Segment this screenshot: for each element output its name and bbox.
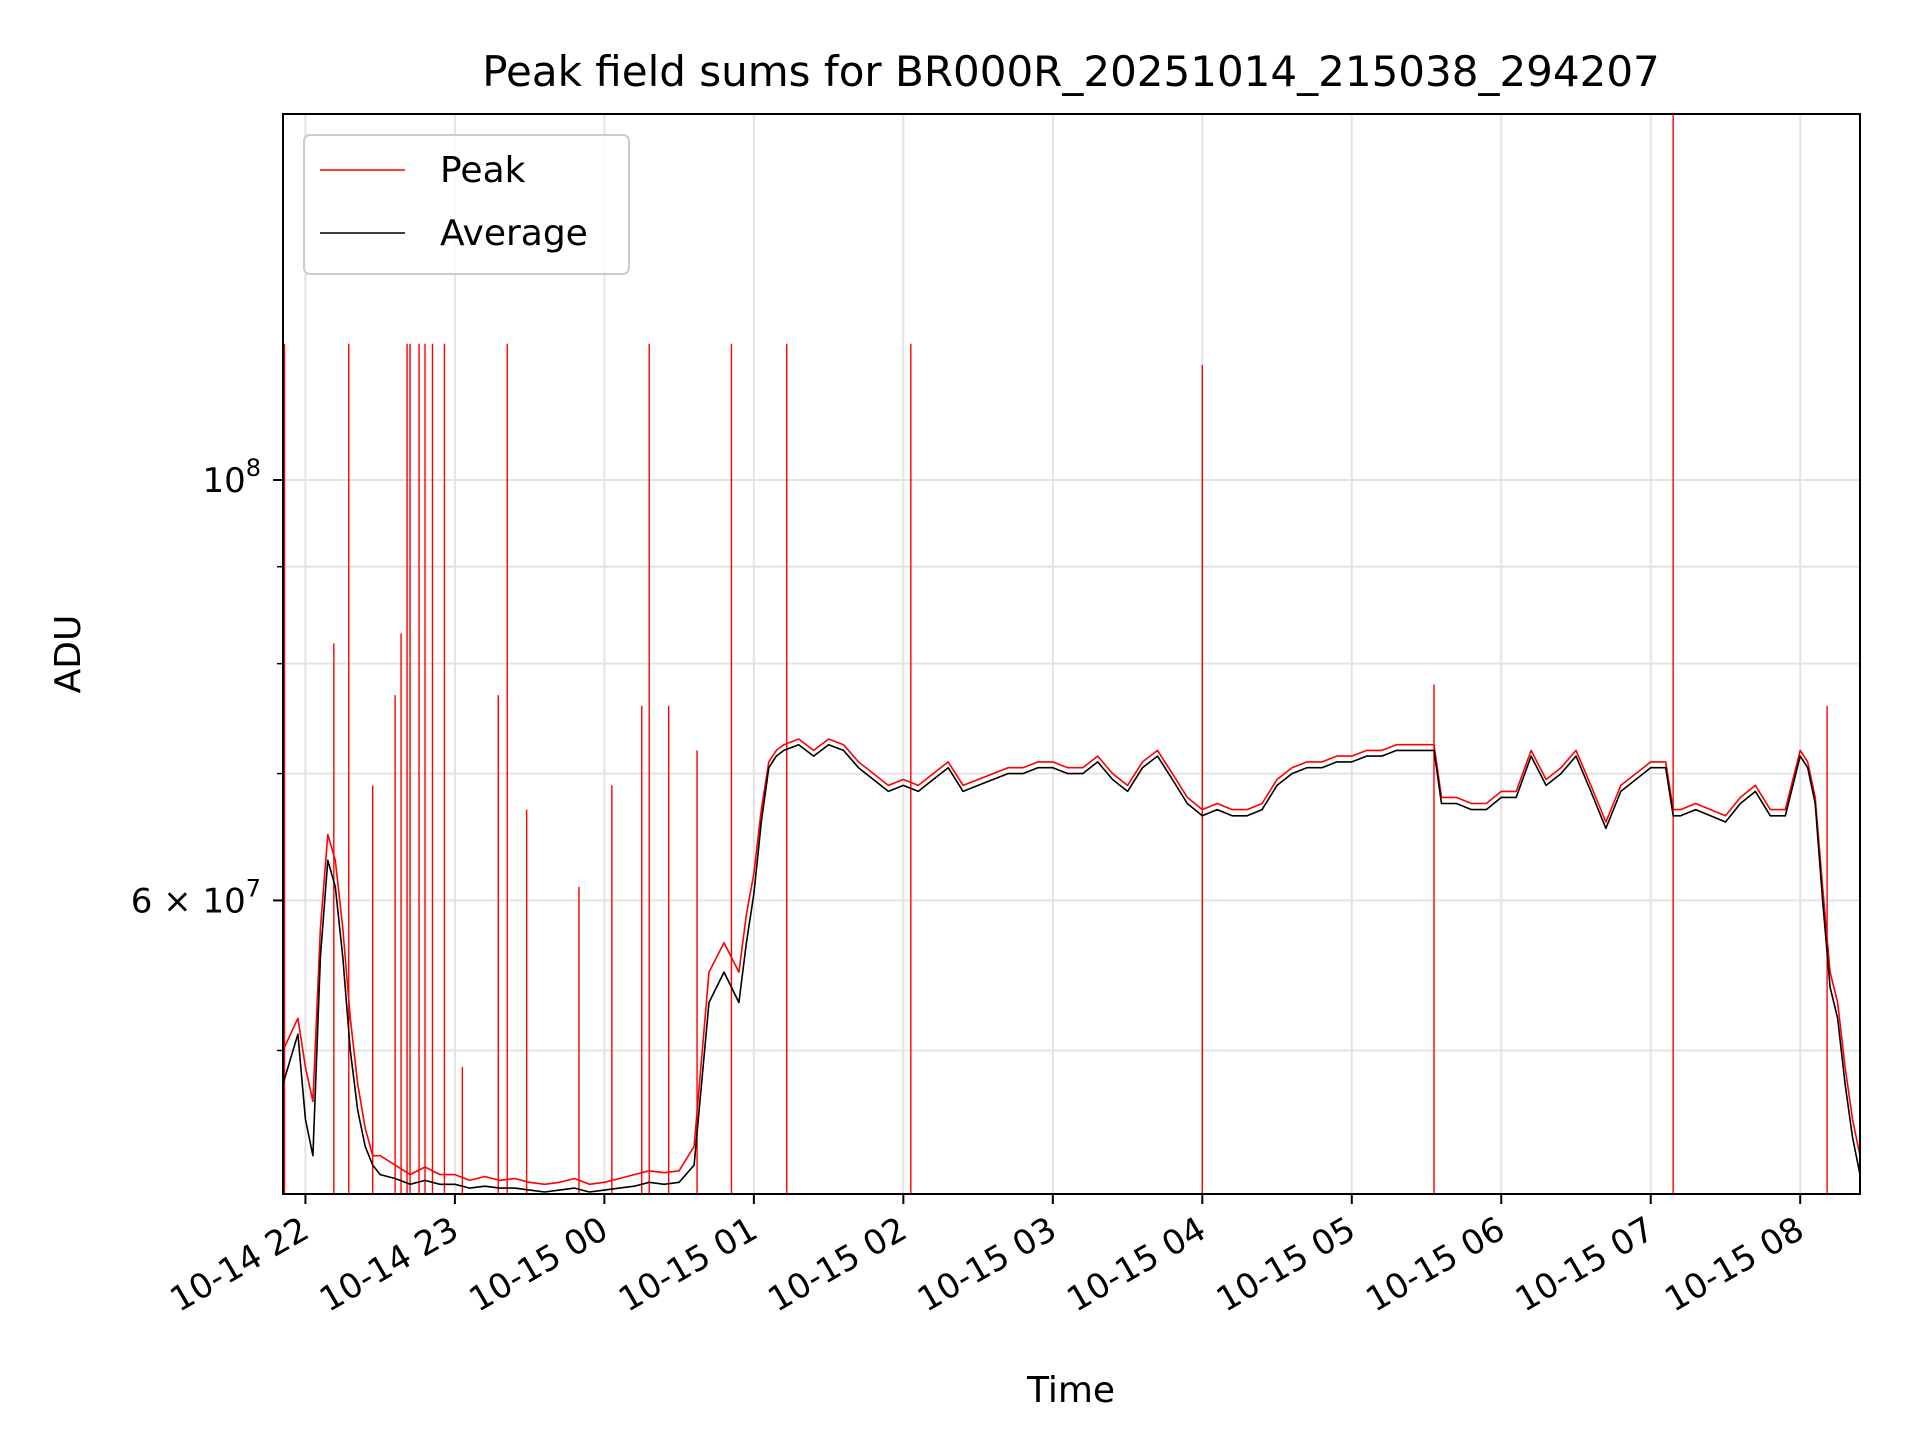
series-layer <box>283 114 1860 1194</box>
legend-average-label: Average <box>440 213 588 254</box>
plot-area-frame <box>282 113 1861 1195</box>
x-axis-label: Time <box>1026 1370 1115 1411</box>
chart-title: Peak field sums for BR000R_20251014_2150… <box>482 47 1660 96</box>
peak-series-line <box>283 738 1860 1186</box>
average-series-line <box>283 743 1860 1193</box>
legend: Peak Average <box>303 134 630 275</box>
y-tick-label: 108 <box>202 454 261 501</box>
y-tick-label: 6 × 107 <box>131 874 261 921</box>
y-axis-label: ADU <box>48 615 89 694</box>
legend-peak-label: Peak <box>440 150 526 191</box>
